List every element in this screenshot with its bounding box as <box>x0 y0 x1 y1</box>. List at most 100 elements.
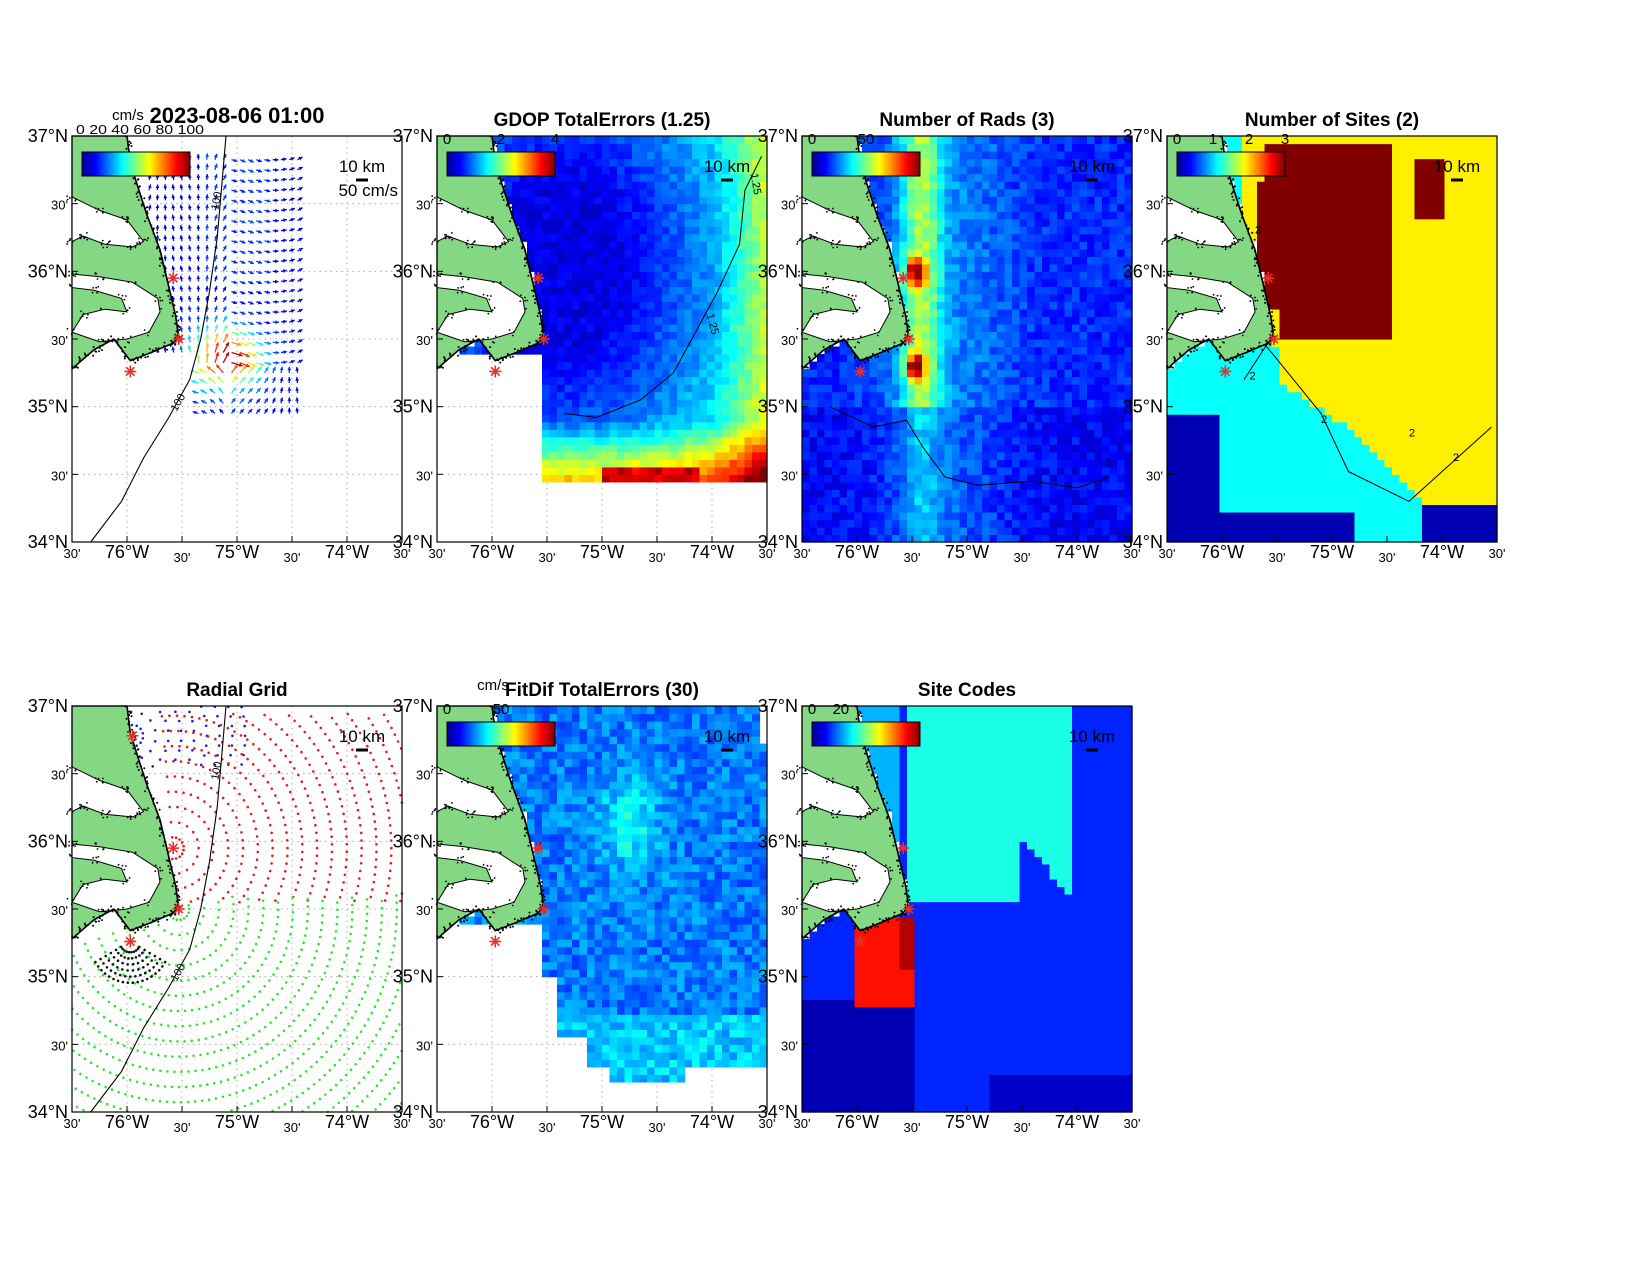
heatmap-cell <box>1272 271 1281 280</box>
heatmap-cell <box>1302 444 1311 453</box>
heatmap-cell <box>1347 173 1356 182</box>
heatmap-cell <box>707 248 716 257</box>
heatmap-cell <box>899 346 908 355</box>
heatmap-cell <box>617 339 626 348</box>
heatmap-cell <box>1294 151 1303 160</box>
heatmap-cell <box>1294 481 1303 490</box>
heatmap-cell <box>669 444 678 453</box>
heatmap-cell <box>1339 414 1348 423</box>
heatmap-cell <box>824 354 833 363</box>
heatmap-cell <box>914 256 923 265</box>
heatmap-cell <box>869 181 878 190</box>
heatmap-cell <box>1287 301 1296 310</box>
heatmap-cell <box>654 459 663 468</box>
heatmap-cell <box>1302 263 1311 272</box>
heatmap-cell <box>519 196 528 205</box>
heatmap-cell <box>1369 136 1378 145</box>
heatmap-cell <box>1317 188 1326 197</box>
heatmap-cell <box>609 399 618 408</box>
heatmap-cell <box>1354 489 1363 498</box>
heatmap-cell <box>639 369 648 378</box>
heatmap-cell <box>817 459 826 468</box>
heatmap-cell <box>997 399 1006 408</box>
heatmap-cell <box>989 384 998 393</box>
heatmap-cell <box>692 166 701 175</box>
heatmap-cell <box>899 399 908 408</box>
heatmap-cell <box>1294 293 1303 303</box>
heatmap-cell <box>802 414 811 423</box>
heatmap-cell <box>699 308 708 318</box>
heatmap-cell <box>1064 173 1073 182</box>
heatmap-cell <box>662 158 671 167</box>
heatmap-cell <box>1117 451 1126 460</box>
heatmap-cell <box>922 241 931 250</box>
heatmap-cell <box>557 384 566 393</box>
heatmap-cell <box>1309 323 1318 333</box>
heatmap-cell <box>1027 218 1036 227</box>
heatmap-cell <box>572 346 581 355</box>
heatmap-cell <box>877 376 886 385</box>
heatmap-cell <box>1049 451 1058 460</box>
heatmap-cell <box>1362 511 1371 521</box>
heatmap-cell <box>662 173 671 182</box>
heatmap-cell <box>1109 339 1118 348</box>
heatmap-cell <box>609 196 618 205</box>
heatmap-cell <box>729 316 738 325</box>
heatmap-cell <box>1249 526 1258 536</box>
heatmap-cell <box>1279 323 1288 333</box>
heatmap-cell <box>937 316 946 325</box>
heatmap-cell <box>817 444 826 453</box>
heatmap-cell <box>654 248 663 257</box>
heatmap-cell <box>1302 474 1311 483</box>
heatmap-cell <box>922 323 931 333</box>
heatmap-cell <box>1302 271 1311 280</box>
heatmap-cell <box>1264 534 1273 543</box>
heatmap-cell <box>1042 301 1051 310</box>
heatmap-cell <box>594 151 603 160</box>
heatmap-cell <box>662 196 671 205</box>
heatmap-cell <box>884 233 893 242</box>
heatmap-cell <box>1117 391 1126 400</box>
heatmap-cell <box>1094 271 1103 280</box>
heatmap-cell <box>922 391 931 400</box>
heatmap-cell <box>967 354 976 363</box>
heatmap-cell <box>699 211 708 220</box>
heatmap-cell <box>1354 451 1363 460</box>
heatmap-cell <box>617 346 626 355</box>
heatmap-cell <box>982 339 991 348</box>
heatmap-cell <box>1072 331 1081 340</box>
heatmap-cell <box>1294 369 1303 378</box>
heatmap-cell <box>1012 526 1021 536</box>
heatmap-cell <box>654 391 663 400</box>
heatmap-cell <box>1049 241 1058 250</box>
heatmap-cell <box>1264 414 1273 423</box>
heatmap-cell <box>647 331 656 340</box>
heatmap-cell <box>1392 361 1401 370</box>
heatmap-cell <box>1019 534 1028 543</box>
heatmap-cell <box>959 263 968 272</box>
heatmap-cell <box>684 316 693 325</box>
heatmap-cell <box>1294 444 1303 453</box>
heatmap-cell <box>929 211 938 220</box>
heatmap-cell <box>617 316 626 325</box>
heatmap-cell <box>899 241 908 250</box>
heatmap-cell <box>974 459 983 468</box>
heatmap-cell <box>997 181 1006 190</box>
heatmap-cell <box>1324 143 1333 152</box>
heatmap-cell <box>602 196 611 205</box>
heatmap-cell <box>1339 196 1348 205</box>
heatmap-cell <box>892 459 901 468</box>
heatmap-cell <box>572 414 581 423</box>
heatmap-cell <box>1109 308 1118 318</box>
heatmap-cell <box>744 226 753 235</box>
heatmap-cell <box>1019 384 1028 393</box>
heatmap-cell <box>892 481 901 490</box>
heatmap-cell <box>1249 233 1258 242</box>
heatmap-cell <box>1384 519 1393 528</box>
heatmap-cell <box>1072 459 1081 468</box>
heatmap-cell <box>1392 519 1401 528</box>
heatmap-cell <box>1317 511 1326 521</box>
heatmap-cell <box>677 316 686 325</box>
heatmap-cell <box>1257 436 1266 445</box>
heatmap-cell <box>647 316 656 325</box>
